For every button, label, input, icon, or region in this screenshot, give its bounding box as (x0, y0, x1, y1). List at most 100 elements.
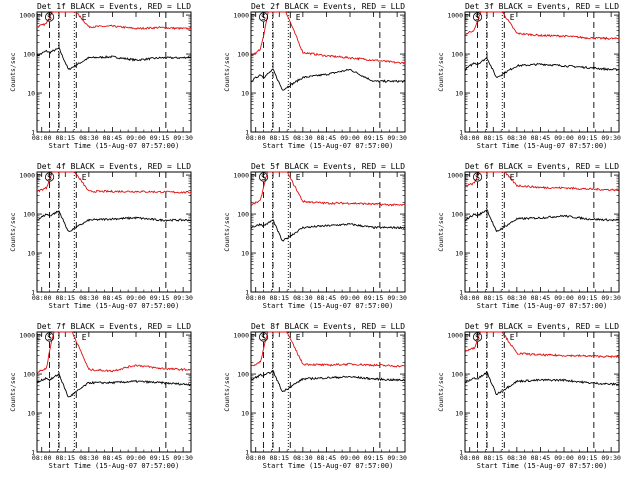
x-tick-label: 09:30 (387, 454, 407, 462)
y-tick-label: 10 (455, 90, 463, 98)
marker-label: S (47, 13, 52, 22)
x-tick-label: 09:00 (126, 134, 146, 142)
x-tick-label: 08:30 (79, 134, 99, 142)
y-tick-label: 100 (451, 211, 463, 219)
marker-label: E (82, 333, 87, 342)
series-line-lld (250, 331, 406, 368)
x-tick-label: 09:15 (364, 294, 384, 302)
x-tick-label: 08:00 (32, 454, 52, 462)
y-tick-label: 10 (27, 410, 35, 418)
y-tick-label: 10 (241, 250, 249, 258)
y-axis-label: Counts/sec (437, 52, 445, 91)
x-tick-label: 08:00 (246, 294, 266, 302)
panel-det-4: Det 4f BLACK = Events, RED = LLD 1 10 100 10… (9, 162, 193, 310)
marker-label: E (464, 173, 469, 182)
marker-label: E (510, 13, 515, 22)
marker-circle (472, 172, 483, 182)
panel-det-8: Det 8f BLACK = Events, RED = LLD 1 10 100 10… (223, 322, 407, 470)
y-tick-label: 1000 (233, 332, 249, 340)
panel-det-6: Det 6f BLACK = Events, RED = LLD 1 10 100 10… (437, 162, 621, 310)
x-axis-label: Start Time (15-Aug-07 07:57:00) (477, 142, 608, 150)
x-tick-label: 08:00 (460, 294, 480, 302)
y-axis-label: Counts/sec (9, 212, 17, 251)
x-axis-label: Start Time (15-Aug-07 07:57:00) (263, 302, 394, 310)
x-tick-label: 08:45 (531, 454, 551, 462)
x-axis-label: Start Time (15-Aug-07 07:57:00) (263, 462, 394, 470)
x-axis-label: Start Time (15-Aug-07 07:57:00) (49, 302, 180, 310)
x-tick-label: 08:30 (507, 454, 527, 462)
series-line-lld (36, 171, 191, 194)
x-tick-label: 08:30 (507, 294, 527, 302)
panel-det-9: Det 9f BLACK = Events, RED = LLD 1 10 100 10… (437, 322, 621, 470)
series-line-events (36, 210, 192, 233)
panel-det-3: Det 3f BLACK = Events, RED = LLD 1 10 100 10… (437, 2, 621, 150)
series-line-lld (250, 11, 406, 65)
series-line-events (250, 218, 406, 242)
x-tick-label: 09:15 (150, 134, 170, 142)
x-tick-label: 09:15 (150, 454, 170, 462)
plot-frame (464, 331, 620, 453)
y-tick-label: 100 (451, 371, 463, 379)
y-tick-label: 100 (237, 211, 249, 219)
y-axis-label: Counts/sec (223, 212, 231, 251)
marker-circle (258, 172, 269, 182)
panel-title: Det 1f BLACK = Events, RED = LLD (37, 2, 191, 11)
marker-circle (472, 12, 483, 22)
x-tick-label: 08:30 (79, 294, 99, 302)
panel-title: Det 9f BLACK = Events, RED = LLD (465, 322, 619, 331)
marker-label: S (475, 333, 480, 342)
y-tick-label: 100 (23, 371, 35, 379)
y-tick-label: 10 (27, 250, 35, 258)
x-tick-label: 08:30 (293, 294, 313, 302)
y-tick-label: 10 (241, 90, 249, 98)
series-line-events (464, 371, 620, 395)
x-tick-label: 09:30 (173, 134, 193, 142)
x-tick-label: 08:15 (483, 454, 503, 462)
x-tick-label: 09:30 (601, 454, 621, 462)
x-tick-label: 08:30 (293, 454, 313, 462)
x-tick-label: 08:15 (269, 134, 289, 142)
x-tick-label: 09:00 (340, 294, 360, 302)
x-tick-label: 08:45 (103, 454, 123, 462)
y-tick-label: 1 (31, 449, 35, 457)
x-tick-label: 09:30 (173, 294, 193, 302)
x-axis-label: Start Time (15-Aug-07 07:57:00) (263, 142, 394, 150)
x-tick-label: 09:00 (340, 134, 360, 142)
y-tick-label: 1 (245, 289, 249, 297)
marker-circle (44, 12, 55, 22)
marker-label: S (261, 173, 266, 182)
y-tick-label: 1000 (233, 172, 249, 180)
marker-label: S (47, 333, 52, 342)
y-tick-label: 100 (237, 51, 249, 59)
x-tick-label: 08:15 (483, 134, 503, 142)
marker-label: E (250, 13, 255, 22)
marker-circle (258, 332, 269, 342)
panel-det-5: Det 5f BLACK = Events, RED = LLD 1 10 100 10… (223, 162, 407, 310)
series-line-lld (36, 11, 192, 31)
marker-label: E (250, 173, 255, 182)
marker-label: E (250, 333, 255, 342)
y-tick-label: 1 (245, 449, 249, 457)
y-axis-label: Counts/sec (437, 372, 445, 411)
x-axis-label: Start Time (15-Aug-07 07:57:00) (49, 462, 180, 470)
series-line-events (36, 373, 192, 398)
x-tick-label: 08:15 (55, 454, 75, 462)
x-tick-label: 09:30 (387, 134, 407, 142)
x-axis-label: Start Time (15-Aug-07 07:57:00) (49, 142, 180, 150)
x-tick-label: 09:15 (364, 454, 384, 462)
x-tick-label: 08:15 (483, 294, 503, 302)
x-tick-label: 08:15 (55, 134, 75, 142)
x-tick-label: 08:00 (460, 134, 480, 142)
y-tick-label: 1000 (233, 12, 249, 20)
marker-label: E (510, 333, 515, 342)
x-tick-label: 09:30 (387, 294, 407, 302)
plot-frame (250, 11, 406, 133)
plot-frame (250, 331, 406, 453)
marker-label: S (475, 13, 480, 22)
x-tick-label: 08:45 (103, 134, 123, 142)
x-tick-label: 09:15 (578, 134, 598, 142)
y-tick-label: 10 (455, 410, 463, 418)
y-tick-label: 1000 (447, 332, 463, 340)
y-tick-label: 1000 (19, 172, 35, 180)
marker-label: E (464, 333, 469, 342)
